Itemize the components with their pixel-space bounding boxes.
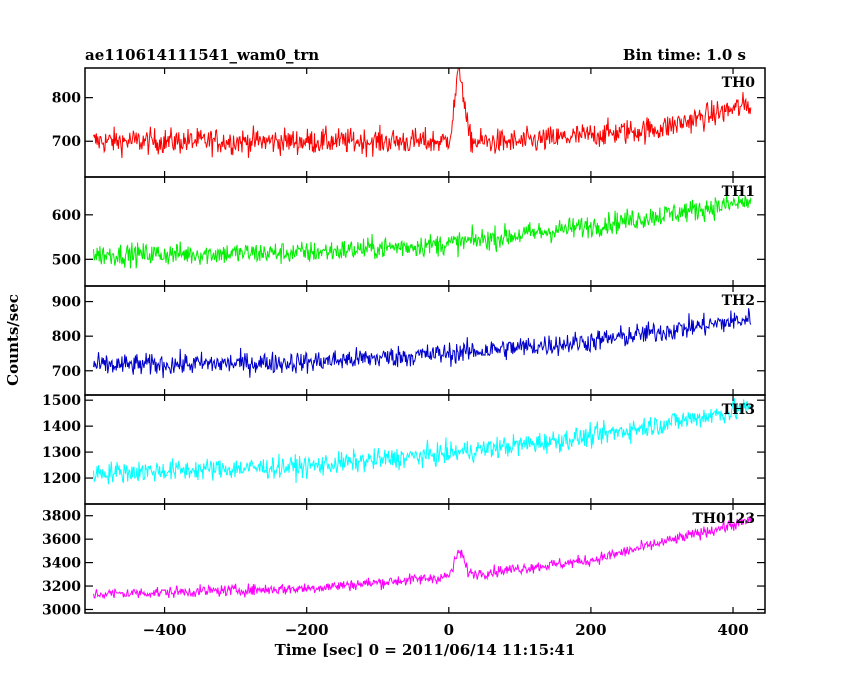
y-tick-label: 3000 [42, 602, 81, 618]
x-tick-label: −400 [143, 621, 187, 639]
panel-label-th0: TH0 [722, 75, 756, 91]
y-tick-label: 900 [52, 295, 81, 311]
y-axis-label: Counts/sec [4, 294, 22, 386]
y-tick-label: 3400 [42, 556, 81, 572]
panel-frame [84, 176, 766, 287]
y-tick-label: 500 [52, 252, 81, 268]
y-tick-label: 1400 [42, 419, 81, 435]
x-axis-label: Time [sec] 0 = 2011/06/14 11:15:41 [275, 641, 576, 659]
x-tick-label: 0 [444, 621, 454, 639]
series-line-th1 [93, 193, 752, 269]
y-tick-label: 3600 [42, 532, 81, 548]
series-line-th0 [93, 68, 752, 159]
panel-frame [84, 67, 766, 178]
y-tick-label: 700 [52, 364, 81, 380]
panel-th0: 700 800 TH0 [52, 67, 766, 178]
panel-frame [84, 503, 766, 614]
panels-group: 700 800 TH0 500 600 TH1 700 800 900 TH2 1200 1300 14… [42, 67, 766, 618]
chart-title: ae110614111541_wam0_trn [85, 46, 319, 64]
series-line-th3 [93, 398, 752, 485]
series-line-th0123 [93, 516, 752, 599]
y-tick-label: 1200 [42, 471, 81, 487]
panel-th2: 700 800 900 TH2 [52, 285, 766, 396]
panel-frame [84, 285, 766, 396]
x-tick-label: 200 [575, 621, 606, 639]
y-tick-label: 1300 [42, 445, 81, 461]
panel-label-th3: TH3 [722, 402, 755, 418]
panel-th0123: 3000 3200 3400 3600 3800 TH0123 [42, 503, 766, 618]
y-tick-label: 3200 [42, 579, 81, 595]
y-tick-label: 800 [52, 91, 81, 107]
y-tick-label: 600 [52, 208, 81, 224]
panel-label-th0123: TH0123 [692, 511, 755, 527]
panel-label-th2: TH2 [722, 293, 755, 309]
bin-time-label: Bin time: 1.0 s [623, 46, 746, 64]
y-tick-label: 700 [52, 134, 81, 150]
x-axis: −400 −200 0 200 400 [143, 621, 749, 639]
panel-th1: 500 600 TH1 [52, 176, 766, 287]
panel-th3: 1200 1300 1400 1500 TH3 [42, 393, 766, 505]
y-tick-label: 1500 [42, 393, 81, 409]
panel-label-th1: TH1 [722, 184, 755, 200]
y-tick-label: 3800 [42, 509, 81, 525]
y-tick-label: 800 [52, 329, 81, 345]
panel-frame [84, 394, 766, 505]
x-tick-label: −200 [285, 621, 329, 639]
series-line-th2 [93, 308, 752, 379]
x-tick-label: 400 [717, 621, 748, 639]
